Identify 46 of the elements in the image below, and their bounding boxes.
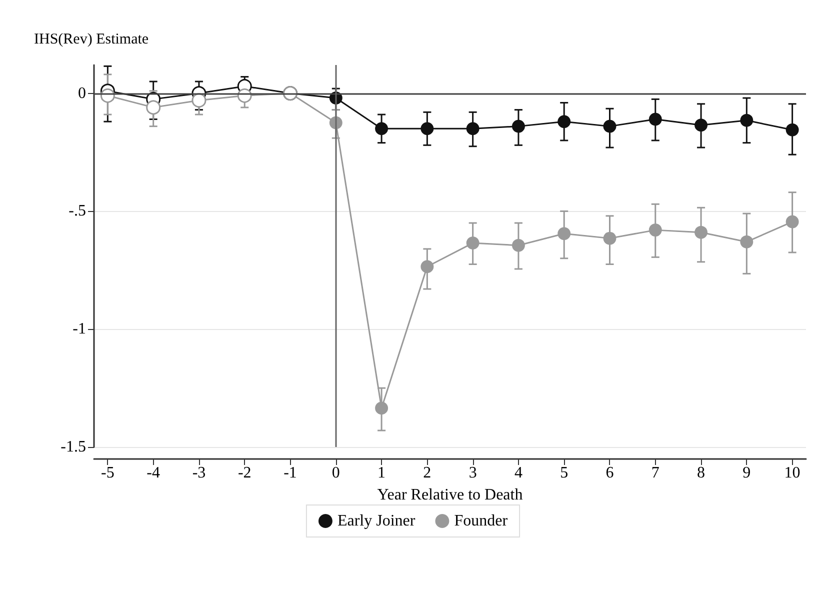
x-tick-label: -5: [101, 464, 114, 482]
x-tick-label: 1: [378, 464, 386, 482]
y-axis-title: IHS(Rev) Estimate: [34, 32, 149, 48]
x-tick-label: 5: [560, 464, 568, 482]
x-tick-label: -3: [192, 464, 206, 482]
point: [558, 227, 571, 240]
point: [375, 402, 388, 415]
point: [786, 215, 799, 228]
y-tick-label: 0: [78, 84, 86, 102]
y-tick-label: -1.5: [60, 438, 86, 456]
x-tick-label: 8: [697, 464, 706, 482]
x-tick-label: 6: [606, 464, 614, 482]
x-tick-label: 3: [468, 464, 477, 482]
point: [192, 93, 206, 108]
y-tick-label: -.5: [68, 202, 86, 220]
y-tick-label: -1: [72, 320, 86, 338]
x-tick-label: 9: [742, 464, 751, 482]
point: [466, 236, 480, 250]
point: [512, 120, 525, 133]
point: [648, 112, 662, 126]
point: [648, 224, 662, 237]
x-tick-label: 10: [784, 464, 800, 482]
x-tick-label: 0: [332, 464, 340, 482]
point: [603, 232, 616, 245]
point: [740, 114, 754, 127]
point: [512, 238, 525, 252]
x-tick-label: 2: [423, 464, 432, 482]
point: [694, 118, 708, 132]
point: [420, 260, 434, 274]
point: [740, 235, 754, 248]
point: [375, 122, 388, 136]
x-tick-label: 7: [651, 464, 660, 482]
legend-label: Founder: [454, 512, 508, 530]
point: [146, 100, 161, 115]
legend-label: Early Joiner: [337, 512, 416, 530]
x-axis-title: Year Relative to Death: [377, 486, 523, 504]
x-tick-label: -4: [146, 464, 160, 482]
x-tick-label: -1: [284, 464, 297, 482]
point: [603, 120, 616, 133]
x-tick-label: 4: [514, 464, 522, 482]
point: [694, 226, 708, 239]
point: [420, 122, 434, 136]
x-tick-label: -2: [238, 464, 252, 482]
point: [466, 122, 480, 136]
point: [558, 115, 571, 128]
point: [786, 123, 799, 136]
